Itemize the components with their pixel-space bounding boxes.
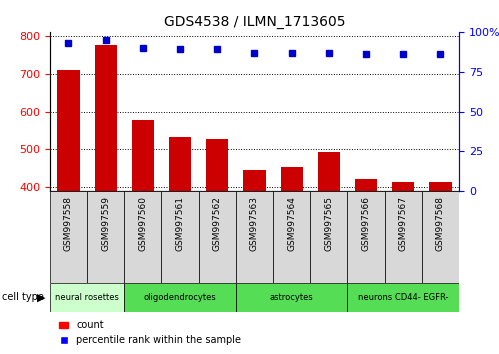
Text: GSM997566: GSM997566 — [362, 196, 371, 251]
Bar — [50, 191, 87, 283]
Bar — [347, 191, 385, 283]
Bar — [392, 182, 415, 339]
Text: ▶: ▶ — [37, 292, 46, 302]
Bar — [355, 179, 377, 339]
Text: oligodendrocytes: oligodendrocytes — [144, 293, 217, 302]
Text: GSM997559: GSM997559 — [101, 196, 110, 251]
Bar — [310, 191, 347, 283]
Bar — [236, 283, 347, 312]
Bar — [94, 45, 117, 339]
Bar — [385, 191, 422, 283]
Text: GSM997567: GSM997567 — [399, 196, 408, 251]
Text: GSM997565: GSM997565 — [324, 196, 333, 251]
Bar — [124, 191, 162, 283]
Bar — [429, 182, 452, 339]
Title: GDS4538 / ILMN_1713605: GDS4538 / ILMN_1713605 — [164, 16, 345, 29]
Text: GSM997560: GSM997560 — [138, 196, 147, 251]
Bar — [132, 120, 154, 339]
Bar — [280, 167, 303, 339]
Bar — [87, 191, 124, 283]
Bar — [124, 283, 236, 312]
Text: GSM997563: GSM997563 — [250, 196, 259, 251]
Text: cell type: cell type — [2, 292, 44, 302]
Bar — [50, 283, 124, 312]
Text: GSM997562: GSM997562 — [213, 196, 222, 251]
Text: astrocytes: astrocytes — [270, 293, 313, 302]
Text: GSM997564: GSM997564 — [287, 196, 296, 251]
Bar — [244, 170, 265, 339]
Legend: count, percentile rank within the sample: count, percentile rank within the sample — [55, 316, 245, 349]
Bar — [273, 191, 310, 283]
Bar — [162, 191, 199, 283]
Bar — [347, 283, 459, 312]
Text: GSM997568: GSM997568 — [436, 196, 445, 251]
Bar — [199, 191, 236, 283]
Bar — [169, 137, 191, 339]
Text: neurons CD44- EGFR-: neurons CD44- EGFR- — [358, 293, 449, 302]
Bar — [422, 191, 459, 283]
Text: neural rosettes: neural rosettes — [55, 293, 119, 302]
Bar — [318, 153, 340, 339]
Bar — [206, 139, 229, 339]
Text: GSM997558: GSM997558 — [64, 196, 73, 251]
Bar — [57, 70, 80, 339]
Bar — [236, 191, 273, 283]
Text: GSM997561: GSM997561 — [176, 196, 185, 251]
